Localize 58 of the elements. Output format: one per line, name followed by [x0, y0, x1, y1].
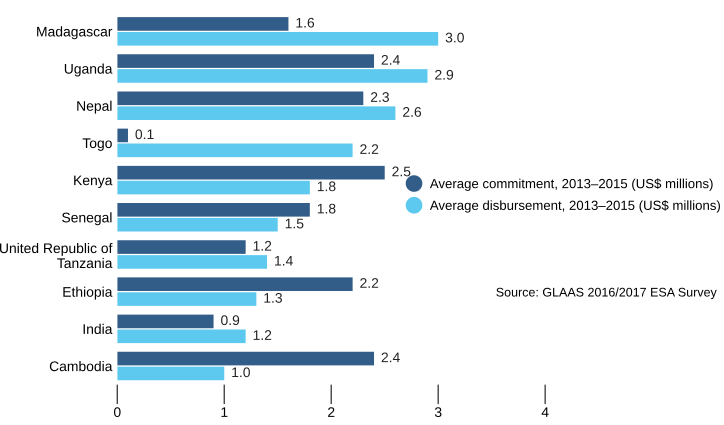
bar — [117, 128, 128, 142]
bar — [117, 203, 310, 217]
y-tick-label: Madagascar — [37, 26, 112, 40]
bar — [117, 180, 310, 194]
data-label: 2.4 — [382, 352, 400, 362]
bar — [117, 69, 428, 83]
x-tick-label: 3 — [434, 407, 442, 418]
bar — [117, 366, 224, 380]
x-tick-label: 1 — [221, 407, 228, 417]
data-label: 2.2 — [360, 278, 378, 288]
data-label: 1.8 — [318, 204, 336, 214]
bar — [117, 166, 385, 180]
data-label: 1.8 — [318, 181, 336, 192]
y-tick-label: India — [84, 324, 112, 334]
bar — [117, 240, 246, 254]
annotation: Source: GLAAS 2016/2017 ESA Survey — [496, 287, 717, 300]
data-label: 0.1 — [135, 129, 154, 140]
bar — [117, 352, 374, 366]
data-label: 1.2 — [254, 330, 272, 340]
x-tick-label: 2 — [328, 407, 334, 417]
data-label: 1.2 — [254, 240, 272, 251]
data-label: 1.0 — [232, 367, 250, 378]
bar — [117, 277, 353, 292]
y-tick-label: Senegal — [62, 212, 112, 226]
bar — [117, 218, 278, 232]
data-label: 2.5 — [392, 166, 410, 176]
bar — [117, 314, 214, 328]
bar — [117, 292, 256, 306]
bar — [117, 144, 353, 158]
bar — [117, 91, 364, 106]
y-tick-label: Kenya — [74, 176, 112, 188]
data-label: 3.0 — [446, 32, 464, 43]
bar — [117, 17, 288, 31]
bar — [117, 32, 438, 46]
x-tick-label: 4 — [542, 407, 549, 417]
data-label: 1.3 — [264, 292, 282, 303]
y-tick-label: Togo — [82, 138, 112, 151]
legend-label: Average commitment, 2013–2015 (US$ millions) — [430, 178, 713, 191]
y-tick-label: United Republic of Tanzania — [0, 242, 112, 268]
y-tick-label: Uganda — [64, 64, 112, 76]
data-label: 2.9 — [435, 70, 454, 80]
bar — [117, 106, 396, 120]
data-label: 2.6 — [403, 107, 422, 117]
data-label: 0.9 — [221, 315, 240, 326]
bar — [117, 54, 374, 68]
data-label: 2.3 — [370, 92, 389, 102]
y-tick-label: Ethiopia — [63, 286, 112, 300]
data-label: 2.2 — [360, 144, 378, 154]
bar — [117, 329, 246, 344]
bar — [117, 255, 268, 269]
data-label: 1.5 — [286, 218, 304, 228]
legend-label: Average disbursement, 2013–2015 (US$ millions) — [430, 200, 720, 213]
y-tick-label: Nepal — [77, 100, 112, 114]
data-label: 2.4 — [382, 54, 400, 65]
data-label: 1.4 — [275, 256, 293, 266]
x-tick-label: 0 — [114, 407, 121, 418]
data-label: 1.6 — [296, 18, 314, 28]
y-tick-label: Cambodia — [50, 361, 112, 372]
